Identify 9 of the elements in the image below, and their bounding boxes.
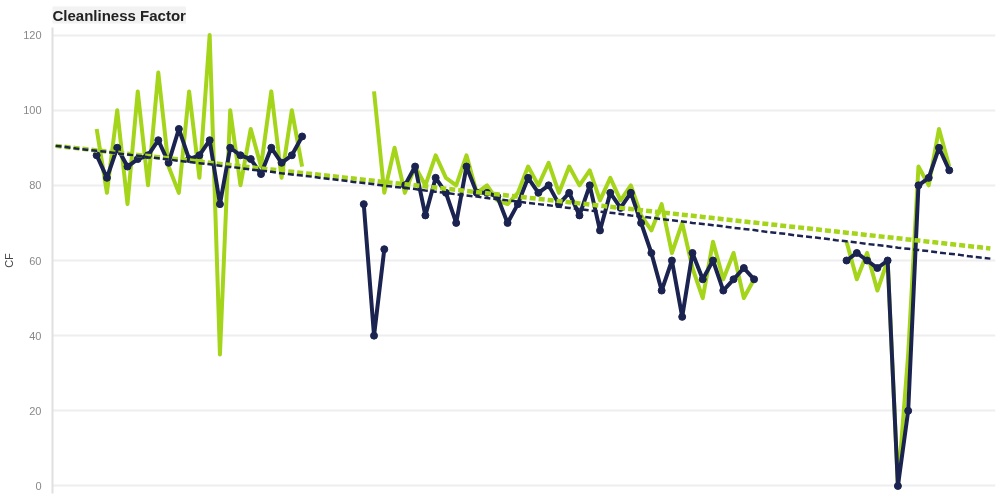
y-tick-label: 80: [29, 179, 42, 192]
y-axis-title: CF: [3, 252, 16, 268]
y-tick-label: 100: [23, 104, 42, 117]
y-tick-label: 120: [23, 29, 42, 42]
y-tick-label: 20: [29, 404, 42, 417]
y-tick-label: 40: [29, 329, 42, 342]
y-tick-label: 0: [35, 479, 42, 492]
chart-title: Cleanliness Factor: [52, 6, 187, 24]
y-tick-label: 60: [29, 254, 42, 267]
